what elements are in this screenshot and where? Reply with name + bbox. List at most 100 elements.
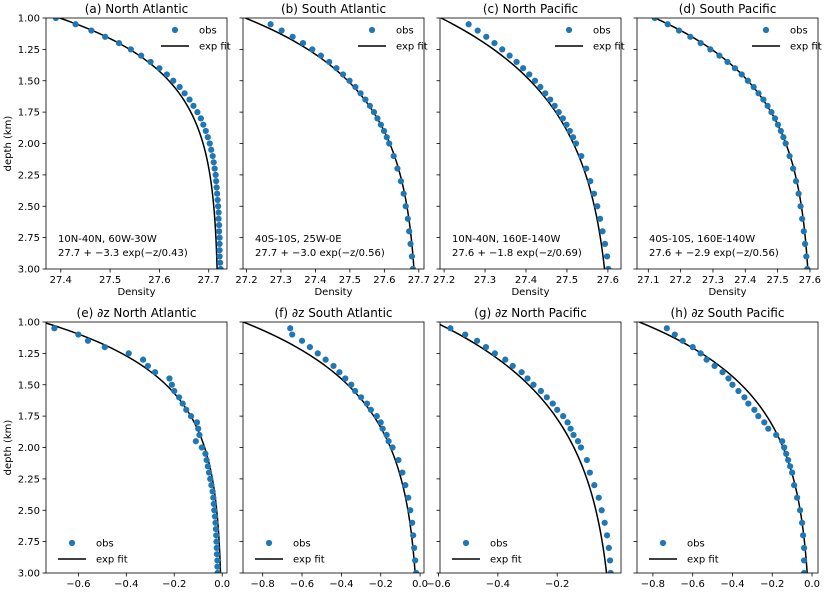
x-tick-label: 27.4 xyxy=(515,275,537,286)
obs-point xyxy=(213,538,220,545)
legend: obs exp fit xyxy=(358,26,428,53)
obs-point xyxy=(207,475,214,482)
obs-point xyxy=(578,152,585,160)
obs-point xyxy=(278,27,285,34)
panel-title: (a) North Atlantic xyxy=(85,2,189,16)
obs-point xyxy=(139,356,147,363)
obs-point xyxy=(783,450,790,457)
obs-point xyxy=(197,115,204,122)
obs-point xyxy=(306,344,313,351)
obs-point xyxy=(115,40,123,47)
obs-point xyxy=(212,525,220,533)
obs-point xyxy=(206,140,213,147)
x-tick-label: 27.6 xyxy=(597,275,619,286)
obs-point xyxy=(774,121,782,128)
obs-points xyxy=(465,21,612,269)
x-tick-label: 27.2 xyxy=(235,275,257,286)
obs-point xyxy=(383,431,390,439)
obs-point xyxy=(379,425,386,432)
fit-equation: 27.6 + −1.8 exp(−z/0.69) xyxy=(452,248,582,259)
obs-point xyxy=(176,83,183,91)
x-tick-label: 0.0 xyxy=(214,579,230,590)
x-tick-label: 27.5 xyxy=(99,275,121,286)
obs-point xyxy=(605,265,612,269)
obs-point xyxy=(751,406,758,413)
panel-title: (b) South Atlantic xyxy=(281,2,386,16)
obs-point xyxy=(716,52,723,59)
obs-point xyxy=(380,127,388,135)
obs-point xyxy=(166,375,173,382)
obs-point xyxy=(366,102,373,109)
panel-b: 27.2 27.3 27.4 27.5 27.6 27.7 (b) South Atlant… xyxy=(235,2,430,298)
obs-point xyxy=(549,400,556,407)
legend-obs-marker xyxy=(565,26,573,34)
obs-point xyxy=(216,240,223,247)
obs-point xyxy=(491,350,498,357)
obs-point xyxy=(566,127,573,135)
obs-point xyxy=(352,83,359,91)
obs-point xyxy=(465,21,472,28)
obs-point xyxy=(395,456,402,464)
obs-point xyxy=(707,46,714,53)
obs-point xyxy=(483,33,490,40)
obs-point xyxy=(190,102,197,109)
obs-point xyxy=(745,400,752,407)
obs-points xyxy=(51,325,221,573)
obs-point xyxy=(543,394,550,401)
obs-point xyxy=(574,438,582,445)
obs-point xyxy=(363,400,371,407)
legend-obs-marker xyxy=(462,539,470,547)
obs-point xyxy=(797,507,804,514)
obs-point xyxy=(213,178,220,185)
obs-point xyxy=(603,253,611,260)
legend: obs exp fit xyxy=(161,26,231,53)
obs-point xyxy=(750,83,757,91)
y-tick-label: 3.00 xyxy=(18,265,40,276)
legend-obs-marker xyxy=(68,539,76,547)
obs-point xyxy=(400,190,407,197)
obs-point xyxy=(216,228,223,235)
obs-point xyxy=(779,438,786,445)
obs-point xyxy=(474,27,481,34)
fit-equation: 27.6 + −2.9 exp(−z/0.56) xyxy=(649,248,779,259)
fit-curve xyxy=(440,323,608,573)
obs-point xyxy=(607,569,614,573)
obs-point xyxy=(583,456,590,464)
obs-point xyxy=(530,381,537,388)
obs-point xyxy=(214,557,221,564)
axes-frame xyxy=(242,17,425,270)
x-tick-label: 0.0 xyxy=(804,579,820,590)
obs-point xyxy=(339,71,347,78)
obs-point xyxy=(599,228,606,235)
obs-point xyxy=(554,406,561,413)
obs-points xyxy=(287,325,420,573)
y-tick-label: 1.25 xyxy=(18,45,40,56)
legend-obs-label: obs xyxy=(593,26,611,37)
legend-obs-marker xyxy=(762,26,770,34)
axes-frame xyxy=(439,17,622,270)
obs-point xyxy=(601,240,609,247)
x-tick-label: 27.7 xyxy=(198,275,220,286)
obs-point xyxy=(795,190,802,197)
obs-point xyxy=(597,215,604,222)
obs-point xyxy=(200,121,207,128)
obs-point xyxy=(326,58,333,66)
obs-point xyxy=(473,337,481,344)
obs-point xyxy=(362,96,369,103)
obs-point xyxy=(547,96,554,103)
obs-point xyxy=(322,356,329,363)
obs-point xyxy=(181,90,188,97)
legend: obs exp fit xyxy=(452,539,522,566)
obs-point xyxy=(397,178,404,185)
obs-point xyxy=(447,325,454,332)
legend-fit-label: exp fit xyxy=(790,42,822,53)
fit-curve xyxy=(243,322,416,573)
obs-point xyxy=(267,21,274,28)
obs-point xyxy=(214,569,221,573)
obs-point xyxy=(214,196,221,204)
panel-h: −0.8 −0.6 −0.4 −0.2 0.0 (h) ∂z South Pacific o… xyxy=(633,306,820,590)
panel-g: −0.6 −0.4 −0.2 (g) ∂z North Pacific obs exp f… xyxy=(426,306,622,590)
obs-point xyxy=(462,331,469,338)
obs-point xyxy=(138,52,145,59)
